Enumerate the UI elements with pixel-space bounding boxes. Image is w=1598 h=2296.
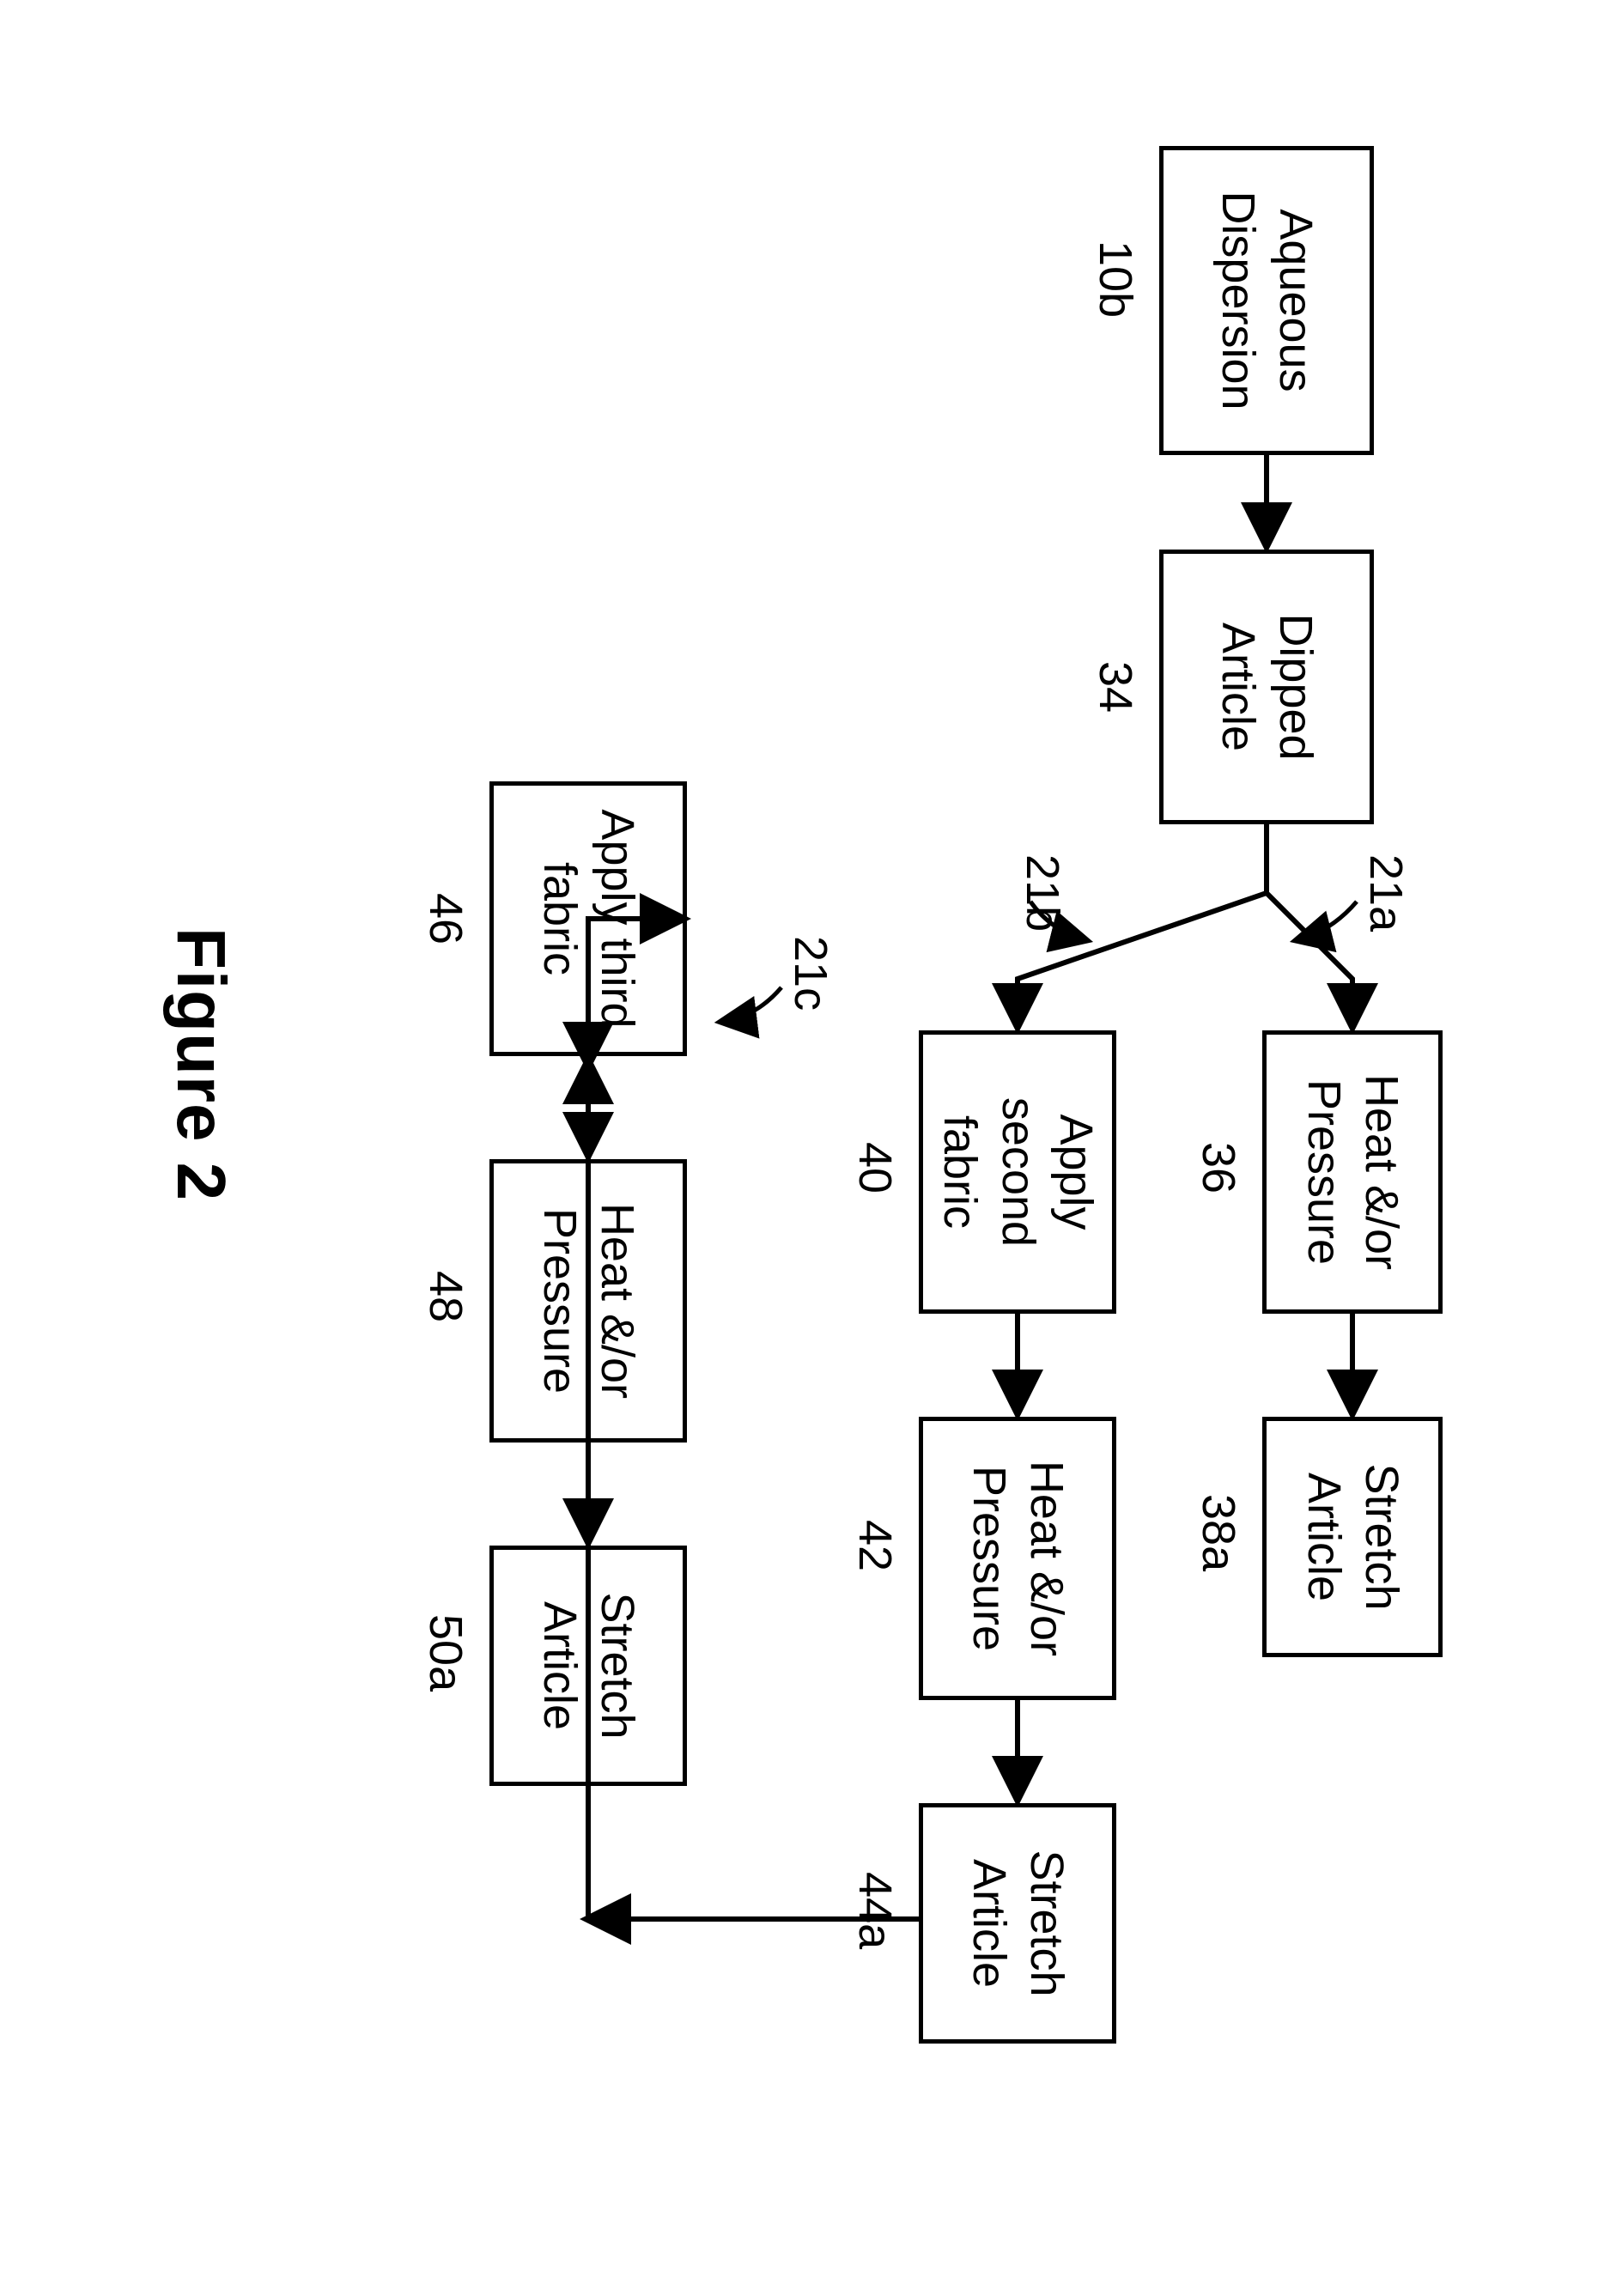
box-stretch-article-1: StretchArticle (1262, 1417, 1443, 1657)
box-stretch-article-3: StretchArticle (489, 1546, 687, 1786)
box-label: StretchArticle (960, 1850, 1076, 1996)
ref-46: 46 (419, 893, 472, 945)
box-heat-pressure-1: Heat &/orPressure (1262, 1030, 1443, 1314)
branch-label-21c: 21c (784, 936, 837, 1011)
box-dipped-article: DippedArticle (1159, 550, 1374, 824)
branch-label-21b: 21b (1016, 854, 1069, 932)
box-label: Heat &/orPressure (1295, 1074, 1411, 1270)
box-apply-third-fabric: Apply thirdfabric (489, 781, 687, 1056)
ref-36: 36 (1192, 1142, 1245, 1194)
ref-50a: 50a (419, 1614, 472, 1692)
ref-40: 40 (848, 1142, 902, 1194)
box-heat-pressure-2: Heat &/orPressure (919, 1417, 1116, 1700)
box-label: Heat &/orPressure (531, 1203, 647, 1399)
ref-44a: 44a (848, 1872, 902, 1949)
ref-10b: 10b (1089, 240, 1142, 318)
box-label: Applysecond fabric (931, 1043, 1105, 1301)
ref-38a: 38a (1192, 1494, 1245, 1571)
ref-42: 42 (848, 1520, 902, 1571)
box-label: StretchArticle (531, 1592, 647, 1739)
box-label: AqueousDispersion (1209, 191, 1325, 410)
figure-title: Figure 2 (161, 927, 240, 1201)
box-stretch-article-2: StretchArticle (919, 1803, 1116, 2044)
box-label: Apply thirdfabric (531, 809, 647, 1028)
box-heat-pressure-3: Heat &/orPressure (489, 1159, 687, 1443)
box-label: DippedArticle (1209, 613, 1325, 760)
ref-48: 48 (419, 1271, 472, 1322)
box-label: Heat &/orPressure (960, 1461, 1076, 1656)
box-label: StretchArticle (1295, 1463, 1411, 1610)
box-apply-second-fabric: Applysecond fabric (919, 1030, 1116, 1314)
ref-34: 34 (1089, 661, 1142, 713)
box-aqueous-dispersion: AqueousDispersion (1159, 146, 1374, 455)
branch-label-21a: 21a (1359, 854, 1413, 932)
